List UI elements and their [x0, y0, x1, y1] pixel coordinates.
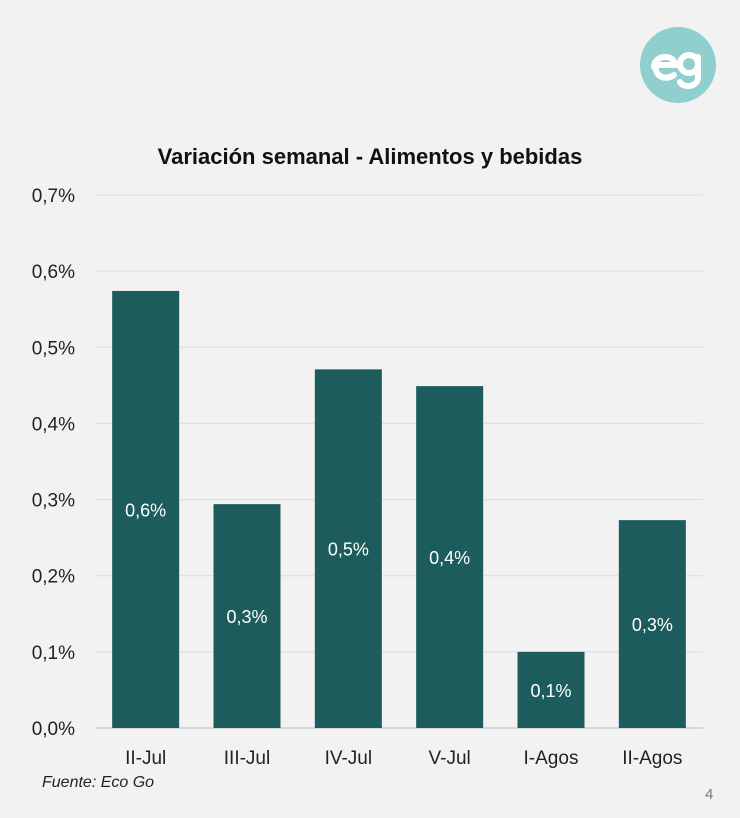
x-tick-label: II-Agos — [622, 748, 682, 769]
bar-data-label: 0,1% — [530, 681, 571, 701]
y-tick-label: 0,4% — [32, 414, 75, 435]
y-tick-label: 0,2% — [32, 567, 75, 588]
gridlines — [95, 194, 703, 729]
bar-data-label: 0,3% — [226, 607, 267, 627]
y-tick-label: 0,7% — [32, 186, 75, 207]
bar — [314, 369, 382, 728]
y-tick-label: 0,1% — [32, 643, 75, 664]
x-tick-label: IV-Jul — [325, 748, 373, 769]
bar — [517, 651, 585, 728]
y-tick-label: 0,0% — [32, 719, 75, 740]
bar — [618, 520, 686, 728]
x-tick-label: III-Jul — [224, 748, 270, 769]
x-tick-label: II-Jul — [125, 748, 166, 769]
bar-data-label: 0,3% — [632, 615, 673, 635]
y-axis-tick-labels: 0,0% 0,1% 0,2% 0,3% 0,4% 0,5% 0,6% 0,7% — [32, 186, 75, 740]
page-number: 4 — [705, 786, 714, 803]
x-tick-label: V-Jul — [429, 748, 471, 769]
bar-data-label: 0,5% — [328, 540, 369, 560]
bar — [213, 504, 281, 728]
y-tick-label: 0,5% — [32, 338, 75, 359]
bar-data-label: 0,6% — [125, 500, 166, 520]
bar — [416, 386, 484, 728]
bar — [112, 290, 180, 728]
x-tick-label: I-Agos — [524, 748, 579, 769]
chart-title: Variación semanal - Alimentos y bebidas — [157, 144, 583, 169]
eco-go-logo-icon — [651, 52, 701, 90]
source-note: Fuente: Eco Go — [42, 774, 155, 791]
x-axis-tick-labels: II-Jul III-Jul IV-Jul V-Jul I-Agos II-Agos — [125, 748, 682, 769]
y-tick-label: 0,6% — [32, 262, 75, 283]
y-tick-label: 0,3% — [32, 491, 75, 512]
bar-data-label: 0,4% — [429, 548, 470, 568]
eco-go-logo — [640, 27, 716, 103]
bars: 0,6% 0,3% 0,5% 0,4% 0,1% 0,3% — [112, 290, 686, 728]
